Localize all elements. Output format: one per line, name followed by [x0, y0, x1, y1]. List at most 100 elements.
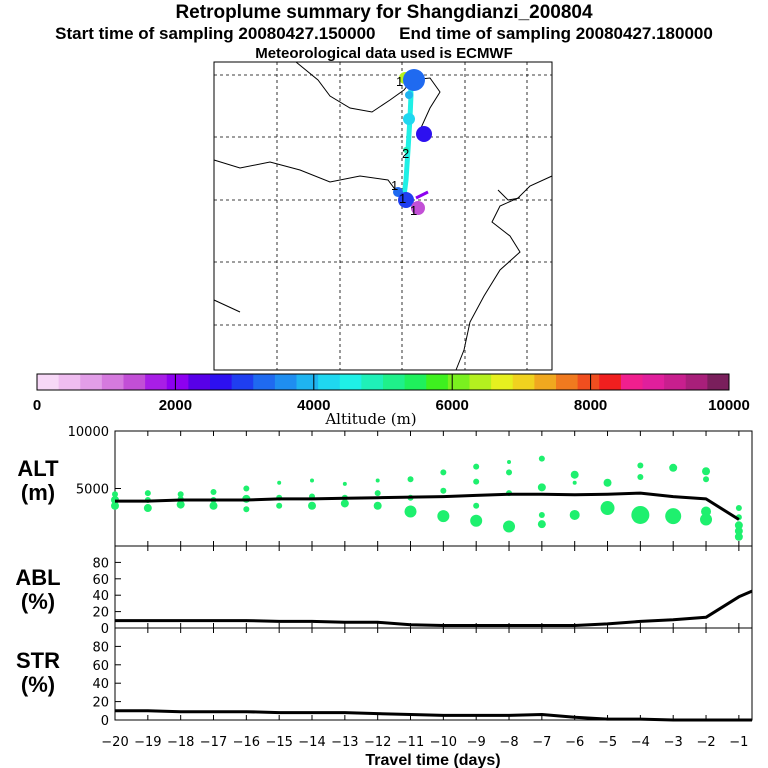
data-point [734, 532, 743, 541]
colorbar-tick-label: 10000 [708, 397, 750, 414]
colorbar-swatch [145, 374, 168, 390]
data-point [210, 488, 217, 495]
data-point [538, 511, 545, 518]
data-point [572, 480, 577, 485]
data-point [569, 509, 580, 520]
data-point [631, 505, 650, 524]
data-point [473, 463, 480, 470]
colorbar-swatch [188, 374, 211, 390]
data-point [538, 455, 545, 462]
x-tick-label: −18 [167, 735, 194, 750]
y-tick-label: 0 [101, 622, 109, 637]
x-tick-label: −13 [331, 735, 358, 750]
colorbar-tick-label: 2000 [159, 397, 192, 414]
data-point [600, 501, 615, 516]
y-tick-label: 80 [92, 556, 109, 571]
y-tick-label: 0 [101, 714, 109, 729]
colorbar-tick-label: 6000 [436, 397, 469, 414]
colorbar-swatch [80, 374, 103, 390]
met-data-caption: Meteorological data used is ECMWF [255, 45, 513, 62]
colorbar-swatch [296, 374, 319, 390]
cluster-marker [405, 91, 413, 99]
colorbar-swatch [491, 374, 514, 390]
map-frame [213, 61, 553, 371]
y-tick-label: 40 [92, 589, 109, 604]
data-point [570, 470, 579, 479]
data-point [637, 462, 644, 469]
x-tick-label: −11 [397, 735, 424, 750]
cluster-marker [411, 201, 425, 215]
data-point [703, 476, 710, 483]
y-tick-label: 20 [92, 606, 109, 621]
x-tick-label: −15 [265, 735, 292, 750]
data-point [700, 513, 713, 526]
abl-unit-label: (%) [21, 589, 55, 614]
data-point [473, 502, 480, 509]
data-point [177, 491, 184, 498]
map-gridlines [214, 62, 552, 370]
data-point [537, 483, 546, 492]
data-point [665, 508, 682, 525]
x-tick-label: −14 [298, 735, 325, 750]
data-point [473, 478, 480, 485]
data-point [507, 460, 512, 465]
colorbar-swatch [707, 374, 730, 390]
cluster-marker [403, 69, 425, 91]
colorbar-swatch [642, 374, 665, 390]
colorbar-title: Altitude (m) [324, 410, 416, 428]
data-point [437, 510, 450, 523]
colorbar-swatch [664, 374, 687, 390]
altitude-colorbar: 0 2000 4000 6000 8000 10000 Altitude (m) [33, 373, 750, 428]
x-tick-label: −19 [134, 735, 161, 750]
colorbar-swatch [599, 374, 622, 390]
data-point [342, 481, 347, 486]
colorbar-swatch [383, 374, 406, 390]
trajectory-label: 1 [410, 203, 417, 218]
data-point [209, 501, 218, 510]
colorbar-swatch [123, 374, 146, 390]
data-point [144, 490, 151, 497]
sampling-times: Start time of sampling 20080427.150000 E… [55, 24, 713, 43]
colorbar-swatch [339, 374, 362, 390]
plume-tail [415, 190, 429, 200]
colorbar-swatch [534, 374, 557, 390]
y-tick-label: 5000 [76, 483, 109, 498]
colorbar-swatch [512, 374, 535, 390]
data-point [702, 467, 711, 476]
cluster-marker [403, 113, 415, 125]
colorbar-tick-label: 4000 [297, 397, 330, 414]
chart-title: Retroplume summary for Shangdianzi_20080… [175, 2, 593, 23]
trajectory-label: 1 [399, 191, 406, 206]
cluster-marker [398, 192, 414, 208]
x-tick-label: −6 [565, 735, 584, 750]
data-point [308, 501, 317, 510]
x-tick-label: −10 [430, 735, 457, 750]
data-point [735, 505, 742, 512]
colorbar-swatch [318, 374, 341, 390]
colorbar-swatch [274, 374, 297, 390]
alt-panel-frame [114, 430, 753, 547]
x-tick-label: −9 [467, 735, 486, 750]
series-line [115, 589, 753, 627]
trajectory-label: 1 [391, 178, 398, 193]
data-point [310, 478, 315, 483]
data-point [701, 506, 712, 517]
data-point [506, 469, 513, 476]
colorbar-swatch [101, 374, 124, 390]
data-point [734, 527, 743, 536]
series-line [115, 709, 752, 722]
x-tick-label: −20 [101, 735, 128, 750]
colorbar-swatch [426, 374, 449, 390]
data-point [537, 520, 546, 529]
y-tick-label: 60 [92, 573, 109, 588]
colorbar-swatch [361, 374, 384, 390]
x-axis-title: Travel time (days) [365, 752, 500, 768]
series-line [115, 491, 740, 521]
y-tick-label: 60 [92, 659, 109, 674]
x-tick-label: −2 [696, 735, 715, 750]
data-point [440, 469, 447, 476]
abl-panel-label: ABL [15, 565, 60, 590]
